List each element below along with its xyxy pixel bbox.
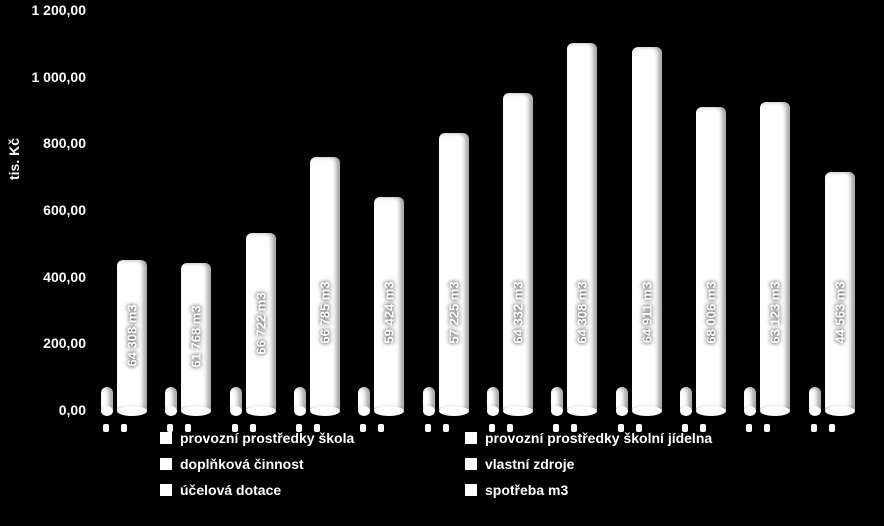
bar-group: 68 006 m3 — [680, 10, 726, 410]
bar: 64 308 m3 — [117, 260, 147, 410]
bar-label: 64 308 m3 — [125, 304, 140, 366]
bar-small — [551, 387, 563, 410]
y-tick-label: 800,00 — [43, 135, 86, 151]
legend-label: účelová dotace — [180, 482, 281, 498]
bar-small — [487, 387, 499, 410]
bar-small — [809, 387, 821, 410]
bar: 64 911 m3 — [632, 47, 662, 410]
legend-item: provozní prostředky škola — [160, 430, 455, 446]
legend-swatch — [465, 432, 477, 444]
legend-swatch — [160, 484, 172, 496]
bar-small — [101, 387, 113, 410]
bar-small — [616, 387, 628, 410]
x-tick — [811, 424, 817, 432]
legend-swatch — [465, 484, 477, 496]
bar-label: 57 225 m3 — [446, 281, 461, 343]
legend-label: doplňková činnost — [180, 456, 304, 472]
bar: 66 785 m3 — [310, 157, 340, 410]
bar-group: 59 424 m3 — [358, 10, 404, 410]
bar-label: 63 123 m3 — [768, 281, 783, 343]
legend-item: doplňková činnost — [160, 456, 455, 472]
legend-swatch — [465, 458, 477, 470]
x-tick — [764, 424, 770, 432]
legend-item: účelová dotace — [160, 482, 455, 498]
legend-label: provozní prostředky škola — [180, 430, 354, 446]
chart-container: tis. Kč 0,00 200,00 400,00 600,00 800,00 1 00… — [0, 0, 884, 526]
bar: 68 006 m3 — [696, 107, 726, 410]
x-tick — [121, 424, 127, 432]
legend-item: spotřeba m3 — [465, 482, 760, 498]
y-axis-title: tis. Kč — [6, 138, 22, 180]
bar-group: 64 911 m3 — [616, 10, 662, 410]
y-tick-label: 1 000,00 — [32, 69, 87, 85]
y-tick-label: 600,00 — [43, 202, 86, 218]
legend-label: provozní prostředky školní jídelna — [485, 430, 712, 446]
legend-label: spotřeba m3 — [485, 482, 568, 498]
legend-swatch — [160, 432, 172, 444]
legend-label: vlastní zdroje — [485, 456, 574, 472]
bar: 64 308 m3 — [567, 43, 597, 410]
bar-group: 64 308 m3 — [101, 10, 147, 410]
bar-group: 57 225 m3 — [423, 10, 469, 410]
bar: 44 563 m3 — [825, 172, 855, 410]
x-tick — [829, 424, 835, 432]
bar-group: 64 332 m3 — [487, 10, 533, 410]
y-tick-label: 200,00 — [43, 335, 86, 351]
bar-small — [294, 387, 306, 410]
bar: 61 768 m3 — [181, 263, 211, 410]
legend-item: vlastní zdroje — [465, 456, 760, 472]
bar-small — [744, 387, 756, 410]
bar-group: 66 722 m3 — [230, 10, 276, 410]
bar-label: 64 308 m3 — [575, 281, 590, 343]
bar-small — [680, 387, 692, 410]
bar: 57 225 m3 — [439, 133, 469, 410]
bar-label: 68 006 m3 — [704, 281, 719, 343]
bar-group: 66 785 m3 — [294, 10, 340, 410]
bar-label: 64 911 m3 — [639, 282, 654, 343]
y-tick-label: 1 200,00 — [32, 2, 87, 18]
bar-small — [165, 387, 177, 410]
bar-label: 64 332 m3 — [511, 281, 526, 343]
bar-small — [423, 387, 435, 410]
bar: 66 722 m3 — [246, 233, 276, 410]
legend-item: provozní prostředky školní jídelna — [465, 430, 760, 446]
y-tick-label: 0,00 — [59, 402, 86, 418]
plot-area: 64 308 m3 61 768 m3 66 722 m3 66 785 m3 59 4… — [92, 10, 864, 410]
bar-label: 66 785 m3 — [318, 281, 333, 343]
bar: 64 332 m3 — [503, 93, 533, 410]
bar-group: 44 563 m3 — [809, 10, 855, 410]
bar-label: 59 424 m3 — [382, 281, 397, 343]
bar-small — [358, 387, 370, 410]
bar: 59 424 m3 — [374, 197, 404, 410]
bar-group: 64 308 m3 — [551, 10, 597, 410]
bar-group: 61 768 m3 — [165, 10, 211, 410]
y-tick-label: 400,00 — [43, 269, 86, 285]
bar-label: 44 563 m3 — [832, 281, 847, 343]
bar-label: 66 722 m3 — [253, 292, 268, 354]
bar: 63 123 m3 — [760, 102, 790, 410]
legend-swatch — [160, 458, 172, 470]
x-tick — [103, 424, 109, 432]
bar-small — [230, 387, 242, 410]
legend: provozní prostředky škola provozní prostř… — [160, 430, 760, 498]
bar-group: 63 123 m3 — [744, 10, 790, 410]
bar-label: 61 768 m3 — [189, 305, 204, 367]
